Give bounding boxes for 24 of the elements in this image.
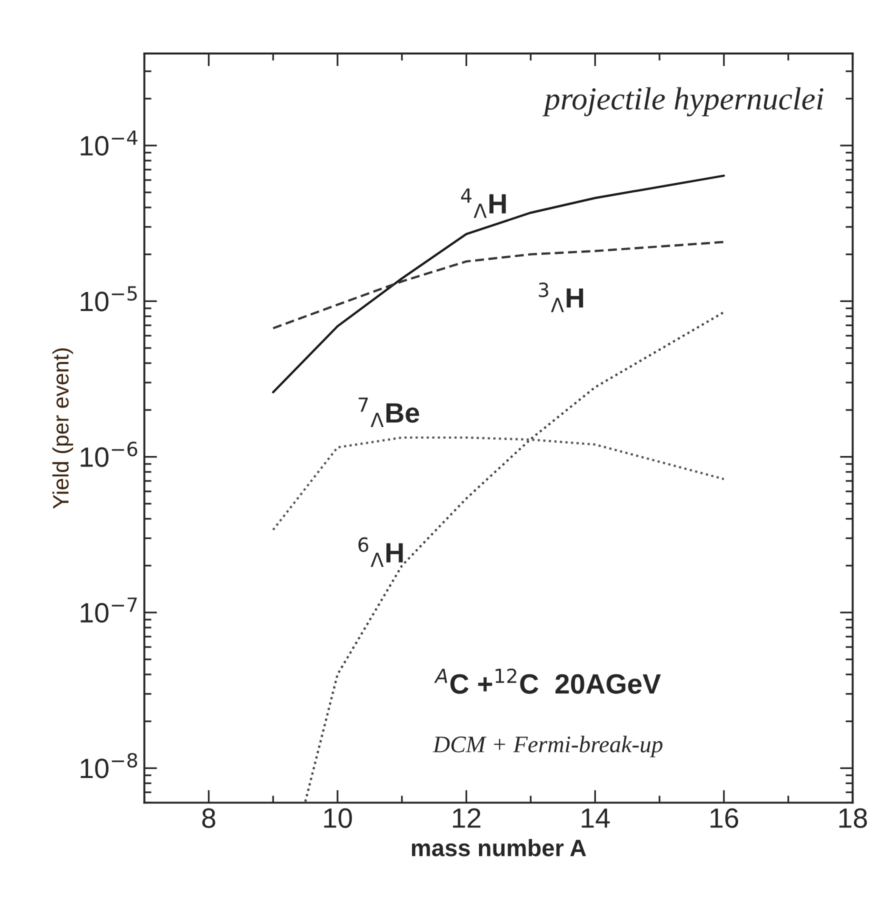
line-series <box>272 174 726 394</box>
y-tick-label: 10$^{−4}$ <box>80 130 138 156</box>
y-tick-label: 10$^{−6}$ <box>80 442 138 467</box>
series-label: $^{3}$$_{Λ}$H <box>538 282 584 312</box>
text: projectile hypernuclei <box>542 87 824 116</box>
annotation: DCM + Fermi-break-up <box>432 736 662 758</box>
x-tick-label: 10 <box>324 808 352 828</box>
line-series <box>272 240 726 330</box>
line-series <box>304 311 726 803</box>
x-axis-title: mass number A <box>412 839 586 856</box>
y-tick-label: 10$^{−5}$ <box>80 286 137 312</box>
x-tick-label: 8 <box>202 808 216 828</box>
x-tick-label: 12 <box>452 808 480 828</box>
line-series <box>272 436 726 531</box>
y-axis-title: Yield (per event) <box>52 348 74 509</box>
y-tick-label: 10$^{−7}$ <box>80 598 137 623</box>
series-label: $^{6}$$_{Λ}$H <box>358 537 403 567</box>
annotation: $^{A}$C +$^{12}$C 20AGeV <box>434 668 661 694</box>
x-tick-label: 18 <box>839 808 867 828</box>
x-tick-label: 14 <box>582 808 610 828</box>
series-label: $^{7}$$_{Λ}$Be <box>358 398 420 428</box>
y-tick-label: 10$^{−8}$ <box>80 752 138 778</box>
x-tick-label: 16 <box>710 808 738 828</box>
series-label: $^{4}$$_{Λ}$H <box>461 188 506 218</box>
